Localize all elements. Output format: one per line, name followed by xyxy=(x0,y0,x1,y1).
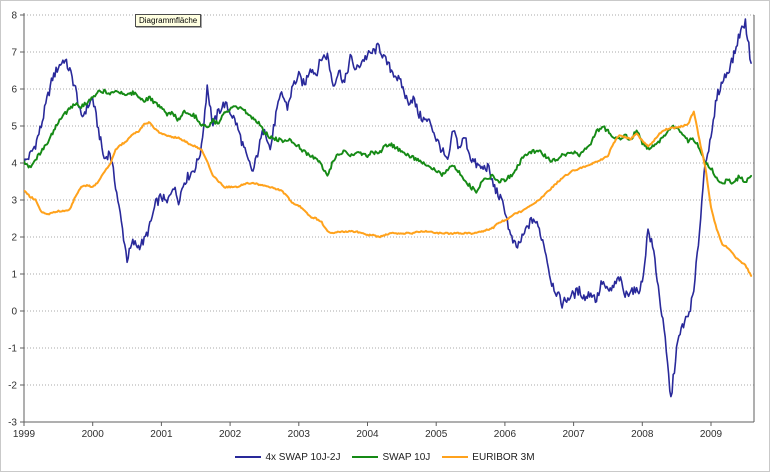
y-tick-label: 8 xyxy=(11,11,17,22)
y-tick-label: 1 xyxy=(11,270,17,281)
legend-item-euribor-3m[interactable]: EURIBOR 3M xyxy=(442,451,535,463)
y-tick-label: 5 xyxy=(11,122,17,133)
legend-item-4x-swap[interactable]: 4x SWAP 10J-2J xyxy=(235,452,340,463)
x-tick-label: 2008 xyxy=(631,429,654,440)
legend-label: 4x SWAP 10J-2J xyxy=(265,451,341,463)
x-tick-label: 2000 xyxy=(82,429,105,440)
legend-swatch-green-line xyxy=(352,456,379,458)
x-tick-label: 2002 xyxy=(219,429,242,440)
chart-area-tooltip: Diagrammfläche xyxy=(135,14,202,27)
legend-label: EURIBOR 3M xyxy=(472,451,535,463)
x-tick-label: 2001 xyxy=(150,429,173,440)
x-tick-label: 2006 xyxy=(494,429,517,440)
legend-item-swap-10j[interactable]: SWAP 10J xyxy=(352,452,430,463)
x-tick-label: 2003 xyxy=(288,429,311,440)
x-tick-label: 1999 xyxy=(13,429,36,440)
x-tick-label: 2009 xyxy=(700,429,723,440)
legend-swatch-orange-line xyxy=(442,456,469,458)
legend-swatch-blue-line xyxy=(235,456,262,458)
series-4x-swap-10j-2j-line[interactable] xyxy=(24,18,752,398)
x-tick-label: 2004 xyxy=(356,429,379,440)
legend-label: SWAP 10J xyxy=(382,451,431,463)
y-tick-label: 0 xyxy=(11,307,17,318)
y-tick-label: 2 xyxy=(11,233,17,244)
x-tick-label: 2005 xyxy=(425,429,448,440)
y-tick-label: -1 xyxy=(8,344,17,355)
series-euribor-3m-line[interactable] xyxy=(24,110,753,277)
x-tick-label: 2007 xyxy=(562,429,585,440)
y-tick-label: 3 xyxy=(11,196,17,207)
y-tick-label: 4 xyxy=(11,159,17,170)
y-tick-label: -3 xyxy=(8,418,17,429)
y-tick-label: 7 xyxy=(11,48,17,59)
y-tick-label: -2 xyxy=(8,381,17,392)
legend[interactable]: 4x SWAP 10J-2J SWAP 10J EURIBOR 3M xyxy=(1,450,769,464)
y-tick-label: 6 xyxy=(11,85,17,96)
